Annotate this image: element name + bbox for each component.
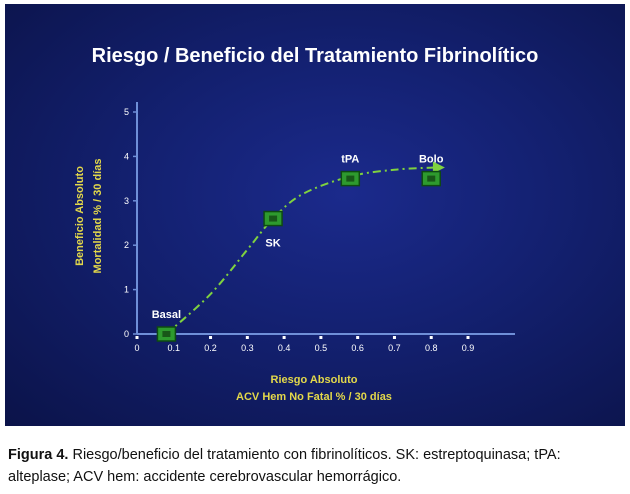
x-tick-label: 0.1 [168, 343, 181, 353]
data-point-label: SK [265, 238, 280, 250]
x-tick-label: 0.4 [278, 343, 291, 353]
x-tick-dot [429, 336, 433, 339]
chart-title: Riesgo / Beneficio del Tratamiento Fibri… [92, 45, 539, 67]
x-tick-dot [392, 336, 396, 339]
y-tick-label: 0 [124, 329, 129, 339]
risk-benefit-chart: Riesgo / Beneficio del Tratamiento Fibri… [74, 45, 539, 403]
axes [136, 102, 515, 335]
trend-line [165, 166, 435, 335]
y-tick-label: 3 [124, 196, 129, 206]
x-tick-dot [245, 336, 249, 339]
x-tick-dot [282, 336, 286, 339]
x-axis-title: Riesgo Absoluto [271, 374, 358, 386]
data-point-label: tPA [341, 154, 359, 166]
y-tick-label: 5 [124, 107, 129, 117]
figure-panel: Riesgo / Beneficio del Tratamiento Fibri… [5, 4, 625, 426]
x-tick-label: 0.7 [388, 343, 401, 353]
y-axis-subtitle: Mortalidad % / 30 días [92, 159, 104, 274]
y-tick-label: 1 [124, 285, 129, 295]
data-points: Basal SK tPA Bolo [152, 154, 444, 342]
x-tick-label: 0.8 [425, 343, 438, 353]
x-tick-label: 0.5 [315, 343, 328, 353]
x-tick-label: 0 [134, 343, 139, 353]
data-point-label: Bolo [419, 154, 444, 166]
data-point-marker-inner [346, 175, 355, 182]
x-tick-dot [356, 336, 360, 339]
data-point-label: Basal [152, 309, 181, 321]
x-tick-dot [209, 336, 213, 339]
x-tick-label: 0.3 [241, 343, 254, 353]
trend-curve [165, 161, 445, 335]
x-tick-dot [135, 336, 139, 339]
data-point-marker-inner [269, 215, 278, 222]
x-tick-dot [466, 336, 470, 339]
data-point-marker-inner [427, 175, 436, 182]
data-point-marker-inner [162, 331, 171, 337]
ticks: 0 1 2 3 4 5 0 0.1 0.2 0.3 0.4 0.5 0.6 0.7 0.8 0.9 [124, 107, 474, 353]
x-tick-label: 0.6 [351, 343, 364, 353]
y-tick-label: 4 [124, 151, 129, 161]
caption-text: Riesgo/beneficio del tratamiento con fib… [8, 447, 561, 485]
x-tick-dot [319, 336, 323, 339]
y-tick-label: 2 [124, 240, 129, 250]
figure-caption: Figura 4. Riesgo/beneficio del tratamien… [8, 444, 622, 488]
trend-arrowhead [432, 161, 445, 174]
x-axis-subtitle: ACV Hem No Fatal % / 30 días [236, 391, 392, 403]
x-tick-label: 0.2 [204, 343, 217, 353]
caption-label: Figura 4. [8, 447, 69, 463]
x-tick-label: 0.9 [462, 343, 475, 353]
y-axis-title: Beneficio Absoluto [74, 166, 86, 266]
